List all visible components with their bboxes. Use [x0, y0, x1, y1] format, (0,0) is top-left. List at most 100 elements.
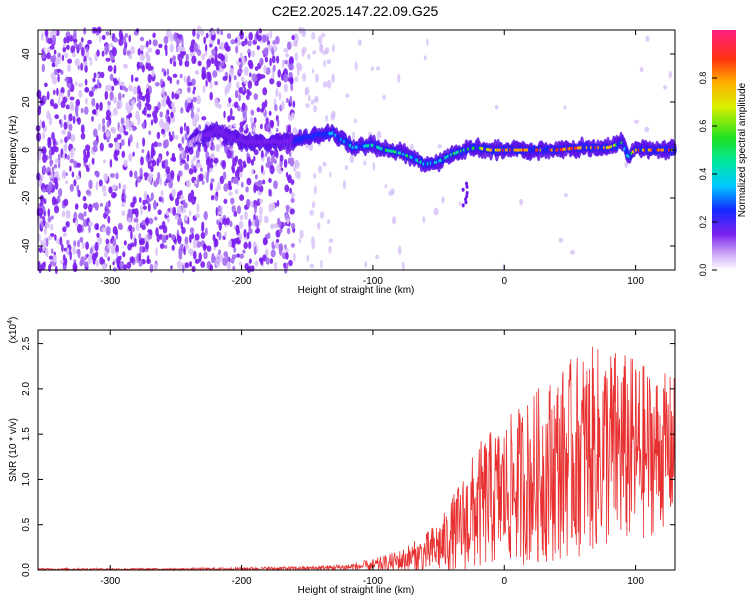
noise-blob [56, 87, 59, 96]
noise-blob [39, 119, 43, 129]
noise-blob [53, 49, 57, 55]
noise-blob [262, 179, 266, 185]
noise-blob [72, 38, 78, 43]
noise-blob [166, 216, 171, 223]
x-tick-label: 100 [627, 576, 644, 587]
noise-blob [73, 179, 77, 187]
noise-blob [126, 261, 132, 269]
noise-blob [121, 192, 125, 203]
spectrogram-y-label: Frequency (Hz) [8, 116, 19, 185]
noise-blob [209, 31, 212, 40]
noise-blob [73, 160, 78, 169]
noise-blob [235, 45, 239, 54]
noise-blob [66, 154, 70, 161]
noise-blob [61, 243, 64, 253]
noise-blob [92, 140, 98, 148]
noise-blob [47, 139, 52, 149]
y-tick-label: -40 [21, 238, 32, 253]
noise-blob [94, 241, 99, 252]
noise-blob [278, 169, 283, 175]
noise-blob [136, 93, 140, 102]
noise-blob [315, 73, 319, 83]
snr-multiplier: (x104) [7, 317, 19, 344]
noise-blob [276, 118, 280, 127]
noise-blob [37, 233, 41, 242]
noise-blob [265, 35, 269, 42]
noise-blob [66, 44, 70, 50]
noise-blob [67, 63, 72, 72]
noise-blob [185, 243, 189, 250]
noise-blob [74, 203, 79, 210]
noise-blob [184, 163, 190, 171]
x-tick-label: -100 [363, 276, 383, 287]
noise-blob [94, 84, 99, 89]
noise-blob [38, 207, 44, 216]
noise-blob [152, 39, 158, 47]
noise-blob [159, 111, 163, 118]
noise-blob [200, 167, 203, 172]
noise-blob [180, 47, 186, 52]
noise-blob [83, 211, 87, 217]
noise-blob [165, 114, 168, 120]
noise-blob [64, 136, 68, 143]
noise-blob [172, 73, 178, 78]
noise-blob [193, 42, 199, 51]
noise-blob [111, 184, 117, 191]
noise-blob [50, 55, 54, 62]
noise-blob [182, 199, 186, 209]
snr-y-axis: 0.0 0.5 1.0 1.5 2.0 2.5 [21, 336, 675, 577]
noise-blob [142, 199, 146, 206]
noise-blob [137, 116, 141, 126]
noise-blob [141, 224, 146, 231]
noise-blob [121, 85, 127, 91]
noise-blob [236, 40, 242, 46]
noise-blob [191, 232, 195, 240]
noise-blob [178, 170, 183, 177]
noise-blob [238, 57, 242, 63]
noise-blob [243, 211, 248, 220]
noise-blob [113, 137, 118, 143]
ridge-tail [465, 191, 469, 195]
noise-blob [114, 229, 119, 236]
noise-blob [85, 189, 91, 196]
noise-blob [170, 196, 174, 201]
noise-blob [139, 62, 144, 67]
noise-blob [271, 241, 275, 248]
noise-blob [58, 161, 61, 169]
noise-blob [51, 34, 57, 45]
noise-blob [142, 137, 146, 147]
noise-blob [175, 38, 181, 45]
x-tick-label: 100 [627, 276, 644, 287]
noise-blob [222, 171, 227, 180]
noise-blob [75, 175, 80, 180]
noise-blob [290, 76, 293, 85]
noise-blob [240, 76, 245, 82]
noise-blob [105, 84, 110, 92]
noise-blob [82, 196, 87, 202]
noise-blob [180, 107, 184, 114]
noise-blob [149, 230, 153, 236]
noise-blob [171, 244, 175, 251]
noise-blob [132, 151, 135, 157]
noise-blob [401, 261, 405, 272]
noise-blob [47, 37, 53, 45]
noise-blob [196, 203, 200, 213]
noise-blob [54, 177, 58, 185]
noise-blob [150, 192, 154, 201]
noise-blob [161, 128, 165, 135]
noise-blob [107, 65, 113, 72]
noise-blob [288, 259, 293, 267]
noise-blob [97, 78, 100, 88]
noise-blob [69, 158, 75, 164]
noise-blob [268, 178, 272, 183]
noise-blob [168, 233, 172, 238]
noise-blob [256, 107, 261, 113]
ridge-tail [465, 181, 468, 186]
noise-blob [210, 194, 215, 201]
noise-blob [166, 150, 169, 157]
noise-blob [183, 245, 186, 256]
noise-blob [210, 178, 215, 183]
noise-blob [177, 53, 181, 61]
noise-blob [96, 232, 100, 238]
